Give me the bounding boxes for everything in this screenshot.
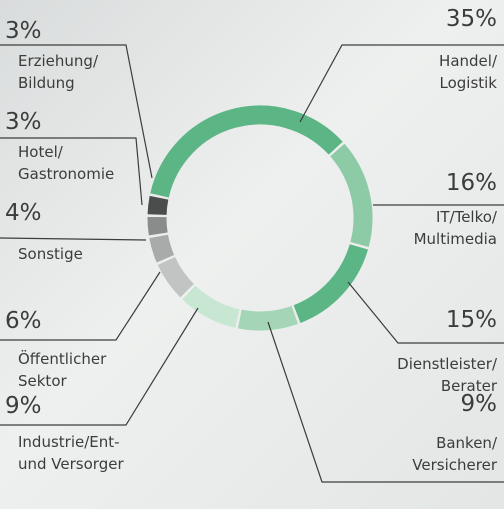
category-label: Sonstige: [18, 245, 83, 263]
donut-segment: [157, 256, 194, 298]
value-label: 3%: [5, 18, 42, 44]
category-label: IT/Telko/ Multimedia: [413, 208, 497, 248]
value-label: 9%: [5, 393, 42, 419]
donut-segment: [182, 285, 240, 328]
donut-segment: [147, 195, 169, 216]
value-label: 9%: [460, 391, 498, 417]
donut-segment: [293, 243, 368, 323]
leader-line: [299, 44, 504, 123]
category-label: Erziehung/ Bildung: [18, 52, 99, 92]
leader-line: [0, 237, 147, 241]
leader-line: [0, 137, 143, 206]
category-label: Hotel/ Gastronomie: [18, 143, 115, 183]
category-label: Öffentlicher Sektor: [18, 350, 107, 390]
donut-segment: [237, 305, 298, 331]
value-label: 3%: [5, 109, 42, 135]
value-label: 4%: [5, 200, 42, 226]
leader-line: [267, 321, 504, 483]
category-label: Dienstleister/ Berater: [397, 355, 497, 395]
value-label: 35%: [445, 6, 497, 32]
donut-segment: [147, 216, 168, 236]
donut-segment: [149, 234, 175, 263]
value-label: 16%: [445, 170, 497, 196]
value-label: 15%: [445, 307, 497, 333]
leader-line: [0, 44, 153, 179]
category-label: Handel/ Logistik: [439, 52, 497, 92]
category-label: Banken/ Versicherer: [412, 434, 497, 474]
donut-segment: [150, 105, 343, 198]
leader-line: [347, 281, 504, 344]
leader-line: [0, 271, 161, 341]
category-label: Industrie/Ent- und Versorger: [18, 433, 124, 473]
value-label: 6%: [5, 308, 42, 334]
leader-line: [0, 307, 199, 426]
donut-segment: [330, 143, 373, 247]
